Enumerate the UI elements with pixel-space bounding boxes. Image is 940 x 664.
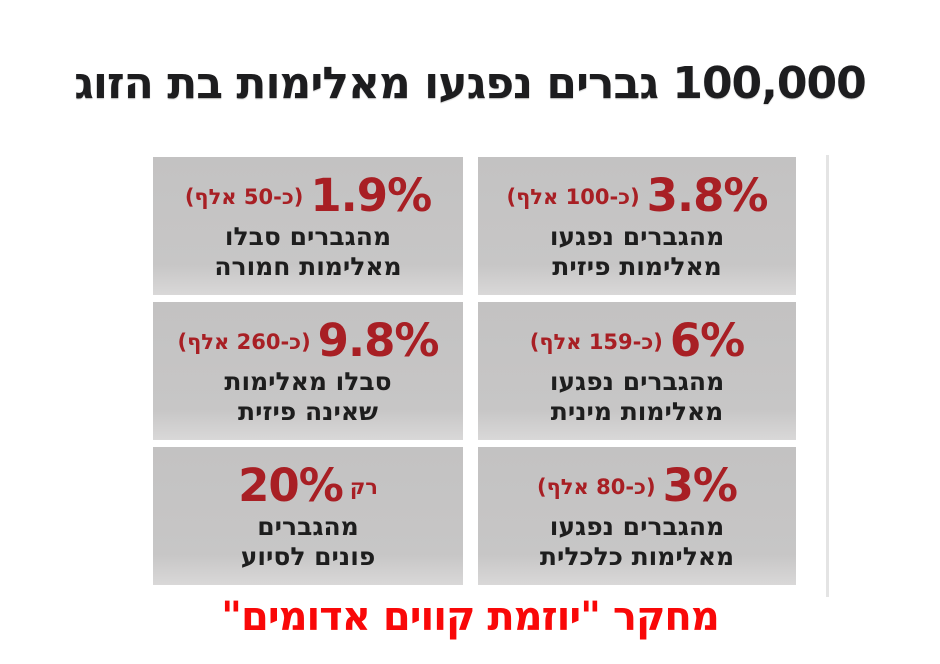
stat-description-line: מהגברים סבלו <box>224 222 392 251</box>
stat-card-non-physical-violence: 9.8% (כ-260 אלף) סבלו מאלימות שאינה פיזי… <box>153 302 463 440</box>
stat-percent: 3.8% <box>646 169 769 222</box>
stat-percent: 6% <box>669 314 745 367</box>
stat-approx-count: (כ-159 אלף) <box>529 330 663 354</box>
stat-approx-count: (כ-260 אלף) <box>177 330 311 354</box>
stat-description: מהגברים נפגעו מאלימות מינית <box>550 367 724 426</box>
stat-description-line: מהגברים נפגעו <box>549 367 725 396</box>
stat-percent: 1.9% <box>310 169 432 222</box>
stat-card-seek-help: רק 20% מהגברים פונים לסיוע <box>153 447 463 585</box>
stat-card-sexual-violence: 6% (כ-159 אלף) מהגברים נפגעו מאלימות מינ… <box>478 302 796 440</box>
stats-grid: 3.8% (כ-100 אלף) מהגברים נפגעו מאלימות פ… <box>153 157 796 585</box>
stat-description: מהגברים נפגעו מאלימות פיזית <box>550 222 724 281</box>
stat-description-line: מאלימות כלכלית <box>539 541 735 571</box>
stat-card-economic-violence: 3% (כ-80 אלף) מהגברים נפגעו מאלימות כלכל… <box>478 447 796 585</box>
stat-description-line: מאלימות מינית <box>550 396 724 426</box>
stat-percent: 9.8% <box>317 314 440 367</box>
stat-value: 1.9% (כ-50 אלף) <box>184 169 432 222</box>
stat-description-line: מהגברים נפגעו <box>549 512 725 541</box>
stat-percent: 20% <box>238 459 344 512</box>
stat-description-line: מאלימות פיזית <box>552 251 722 281</box>
stat-description: מהגברים נפגעו מאלימות כלכלית <box>540 512 734 571</box>
stat-approx-count: (כ-100 אלף) <box>506 185 640 209</box>
stat-value: 9.8% (כ-260 אלף) <box>177 314 440 367</box>
source-caption: מחקר "יוזמת קווים אדומים" <box>221 594 720 640</box>
stat-description: מהגברים פונים לסיוע <box>241 512 376 571</box>
vertical-divider <box>826 155 829 597</box>
stat-description-line: מאלימות חמורה <box>214 251 402 281</box>
stat-description: סבלו מאלימות שאינה פיזית <box>224 367 391 426</box>
stat-value: 3.8% (כ-100 אלף) <box>506 169 769 222</box>
stat-approx-count: (כ-80 אלף) <box>537 475 656 499</box>
stat-value: רק 20% <box>238 463 378 508</box>
stat-description-line: סבלו מאלימות <box>224 367 392 396</box>
stat-description: מהגברים סבלו מאלימות חמורה <box>214 222 401 281</box>
stat-card-severe-violence: 1.9% (כ-50 אלף) מהגברים סבלו מאלימות חמו… <box>153 157 463 295</box>
stat-description-line: מהגברים נפגעו <box>549 222 725 251</box>
stat-percent: 3% <box>662 459 738 512</box>
stat-description-line: פונים לסיוע <box>240 541 376 571</box>
stat-prefix: רק <box>349 475 378 499</box>
stat-approx-count: (כ-50 אלף) <box>184 185 304 209</box>
stat-card-physical-violence: 3.8% (כ-100 אלף) מהגברים נפגעו מאלימות פ… <box>478 157 796 295</box>
stat-value: 6% (כ-159 אלף) <box>529 314 746 367</box>
page-title: 100,000 גברים נפגעו מאלימות בת הזוג <box>74 58 866 109</box>
stat-description-line: מהגברים <box>257 512 359 541</box>
stat-value: 3% (כ-80 אלף) <box>537 459 738 512</box>
stat-description-line: שאינה פיזית <box>238 396 378 426</box>
